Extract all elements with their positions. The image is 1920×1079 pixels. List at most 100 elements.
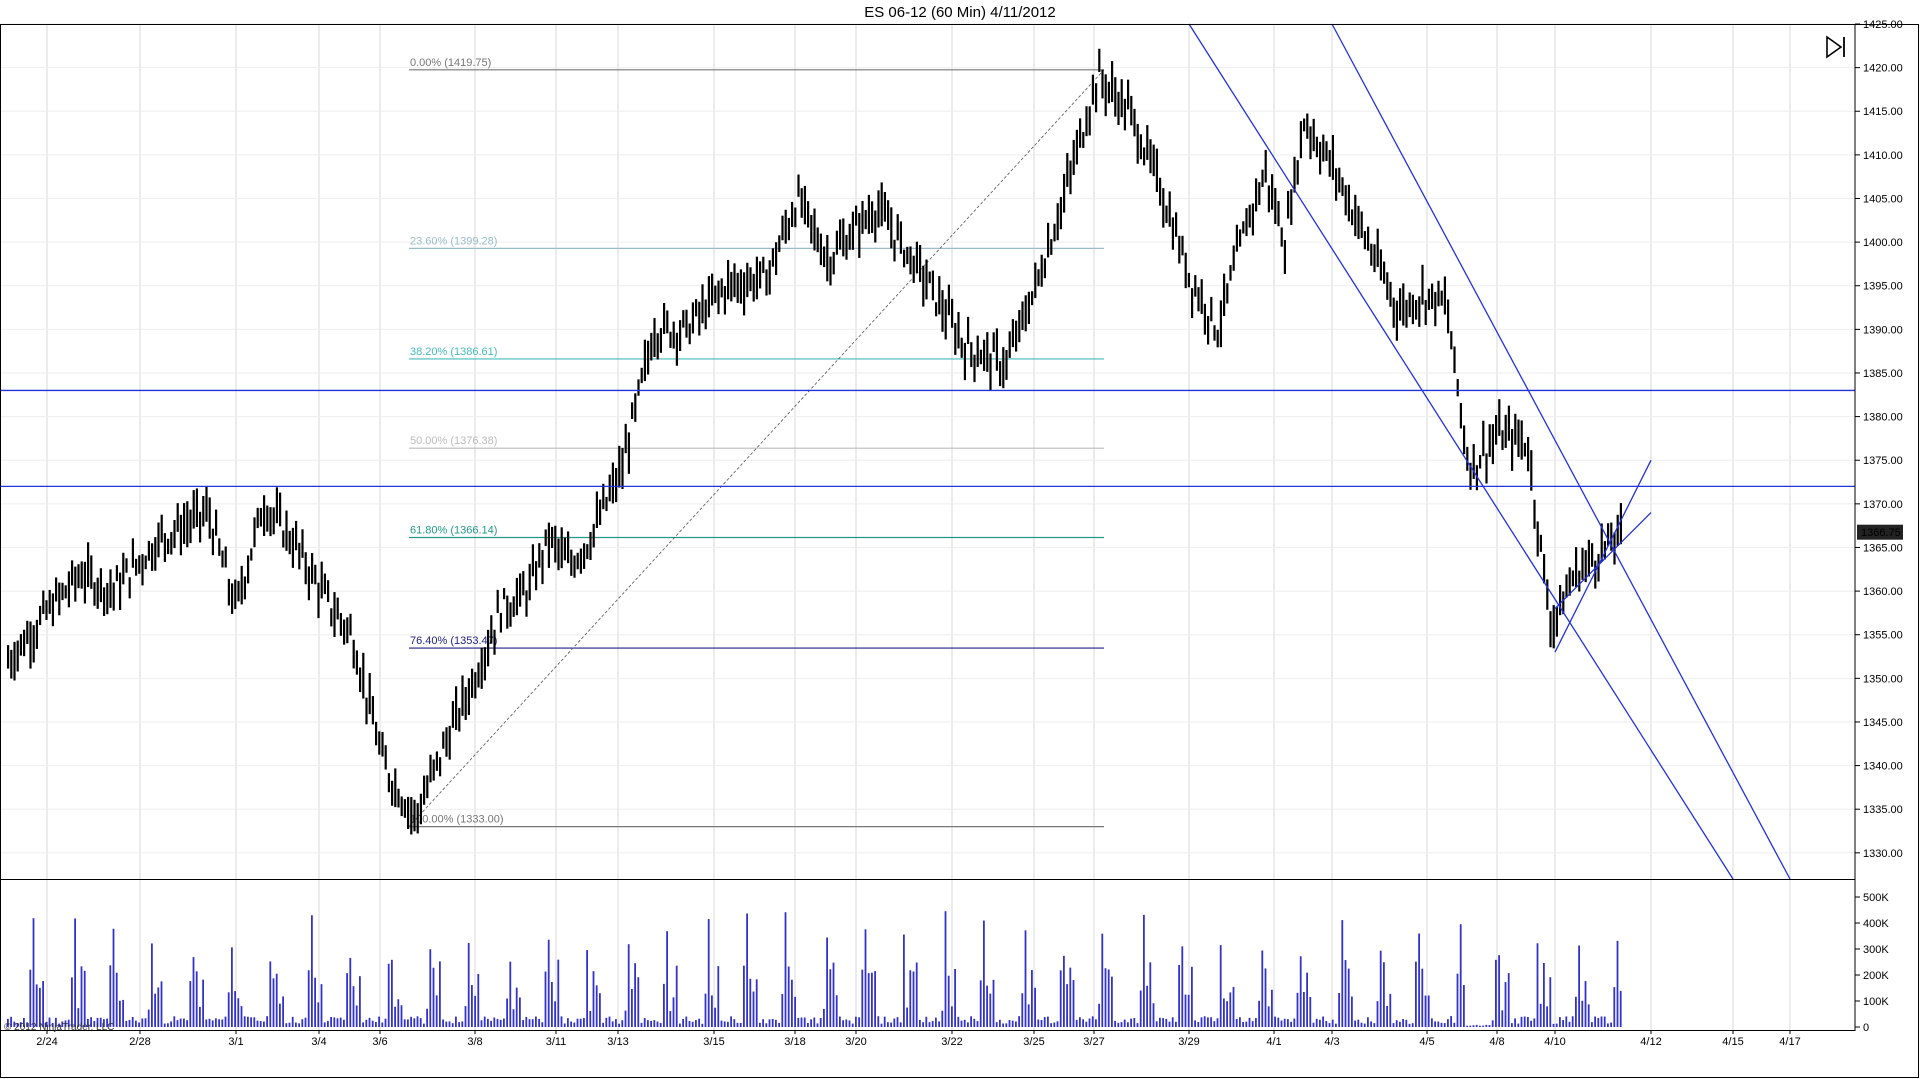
- volume-bar: [560, 1016, 563, 1027]
- price-bar: [1594, 560, 1597, 589]
- price-bar: [375, 721, 378, 746]
- volume-bar: [1613, 987, 1616, 1027]
- price-bar: [1504, 414, 1507, 448]
- volume-tick-label-0: 0: [1863, 1022, 1869, 1034]
- skip-to-end-icon[interactable]: [1826, 35, 1845, 59]
- channel-line-3[interactable]: [1554, 512, 1652, 610]
- channel-lines[interactable]: [1188, 23, 1791, 880]
- channel-line-1[interactable]: [1331, 23, 1791, 880]
- price-bar: [250, 548, 253, 561]
- volume-bar: [1584, 981, 1587, 1027]
- price-bar: [403, 799, 406, 818]
- volume-bar: [599, 993, 601, 1027]
- volume-bar: [1242, 1021, 1244, 1027]
- price-bar: [1101, 69, 1104, 99]
- fibonacci-retracement[interactable]: 0.00% (1419.75) 23.60% (1399.28) 38.20% (1…: [408, 57, 1105, 828]
- price-bar: [32, 625, 35, 663]
- volume-bar: [1085, 1021, 1088, 1027]
- price-bar: [387, 773, 390, 793]
- price-bar: [1511, 429, 1514, 471]
- price-bar: [714, 285, 717, 304]
- volume-bar: [1568, 1021, 1571, 1027]
- price-bar: [1552, 605, 1555, 649]
- price-bar: [163, 533, 166, 562]
- volume-bar: [295, 1022, 297, 1027]
- price-bar: [1015, 320, 1018, 352]
- price-bar: [464, 686, 467, 720]
- volume-bar: [323, 1022, 326, 1027]
- price-bar: [1341, 177, 1344, 197]
- price-bar: [771, 248, 774, 267]
- price-bar: [51, 593, 54, 627]
- volume-bar: [1207, 1017, 1209, 1027]
- volume-bar: [131, 1016, 134, 1027]
- price-bar: [1031, 291, 1034, 306]
- volume-bar: [675, 965, 678, 1027]
- volume-bar: [1546, 1006, 1548, 1027]
- price-bar: [544, 529, 547, 547]
- price-bar: [1184, 252, 1187, 289]
- time-axis[interactable]: 2/24 2/28 3/1 3/4 3/6 3/8 3/11 3/13 3/15 3/18 3/20…: [36, 1030, 1801, 1048]
- volume-bar: [1168, 1021, 1171, 1027]
- price-bar: [301, 529, 304, 558]
- price-bar: [1607, 523, 1610, 546]
- price-bar: [727, 259, 730, 300]
- volume-bar: [771, 1018, 774, 1027]
- channel-line-2[interactable]: [1554, 459, 1652, 653]
- volume-bar: [563, 1023, 566, 1027]
- volume-tick-label-4: 400K: [1863, 918, 1889, 930]
- price-bar: [186, 501, 189, 548]
- volume-bar: [1405, 1019, 1408, 1027]
- volume-bar: [55, 1017, 57, 1027]
- price-bar: [1047, 222, 1050, 258]
- price-bar: [288, 530, 291, 555]
- price-bar: [1415, 299, 1418, 320]
- volume-bar: [746, 913, 748, 1027]
- price-bar: [1095, 83, 1098, 113]
- volume-bar: [355, 1005, 358, 1027]
- price-bar: [48, 589, 51, 614]
- price-bar: [1021, 301, 1024, 331]
- volume-bar: [503, 1018, 505, 1027]
- volume-bar: [893, 1018, 896, 1027]
- price-bar: [1411, 294, 1414, 325]
- volume-bar: [938, 1021, 940, 1027]
- fib-trend-line[interactable]: [408, 69, 1105, 827]
- volume-bar: [995, 1022, 998, 1027]
- volume-axis[interactable]: 0 100K 200K 300K 400K 500K: [1855, 892, 1889, 1034]
- volume-bar: [1002, 1023, 1004, 1027]
- volume-bar: [93, 1020, 96, 1027]
- price-bar: [621, 447, 624, 490]
- price-bar: [1600, 523, 1603, 562]
- price-bar: [1024, 295, 1027, 332]
- volume-bar: [800, 1017, 803, 1027]
- price-axis[interactable]: 1330.00 1335.00 1340.00 1345.00 1350.00 1355.…: [1855, 19, 1903, 860]
- volume-bar: [186, 1020, 188, 1027]
- volume-bar: [1450, 1016, 1452, 1027]
- volume-bar: [890, 1022, 892, 1027]
- price-bar: [71, 560, 74, 586]
- volume-bar: [1575, 996, 1577, 1027]
- volume-bar: [1130, 1018, 1132, 1027]
- price-bar: [1312, 118, 1315, 152]
- price-tick-label-15: 1405.00: [1863, 193, 1903, 205]
- horizontal-lines[interactable]: [0, 389, 1855, 488]
- volume-bar: [1559, 1017, 1561, 1027]
- volume-bar: [1424, 995, 1427, 1027]
- price-bar: [195, 488, 198, 528]
- volume-bar: [202, 979, 204, 1027]
- price-bar: [1619, 503, 1622, 545]
- price-bar: [1171, 217, 1174, 250]
- channel-line-0[interactable]: [1188, 23, 1734, 880]
- volume-bar: [1200, 1017, 1203, 1027]
- price-bar: [211, 528, 214, 556]
- price-tick-label-9: 1375.00: [1863, 455, 1903, 467]
- volume-bar: [557, 959, 560, 1027]
- volume-bar: [138, 1022, 140, 1027]
- volume-bar: [1488, 1024, 1491, 1027]
- volume-bar: [1155, 1021, 1158, 1027]
- volume-bar: [1523, 1016, 1526, 1027]
- volume-bar: [1491, 1020, 1494, 1027]
- volume-bar: [986, 985, 988, 1027]
